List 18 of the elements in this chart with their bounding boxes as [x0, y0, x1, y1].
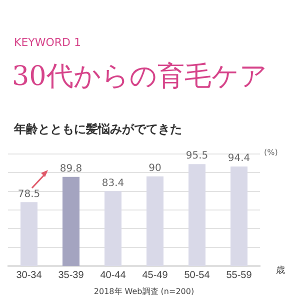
x-tick-label: 55-59: [226, 270, 252, 281]
x-tick-label: 30-34: [16, 270, 42, 281]
x-tick-label: 50-54: [184, 270, 210, 281]
data-label: 83.4: [102, 178, 124, 189]
x-tick-label: 35-39: [58, 270, 84, 281]
chart-title: 30代からの育毛ケア: [12, 60, 268, 94]
x-tick-label: 45-49: [142, 270, 168, 281]
x-axis-title: 歳: [276, 264, 285, 277]
data-label: 95.5: [186, 150, 208, 162]
text: KEYWORD 1: [14, 36, 82, 49]
data-label: 89.8: [60, 163, 82, 174]
text: 2018年 Web調査 (n=200): [92, 286, 196, 297]
text: (%): [264, 148, 278, 157]
data-label: 78.5: [18, 188, 40, 200]
data-label: 90: [148, 162, 162, 174]
data-label: 94.4: [228, 153, 250, 164]
x-tick-label: 40-44: [100, 270, 126, 281]
chart-subtitle: 年齢とともに髪悩みがでてきた: [14, 121, 182, 138]
